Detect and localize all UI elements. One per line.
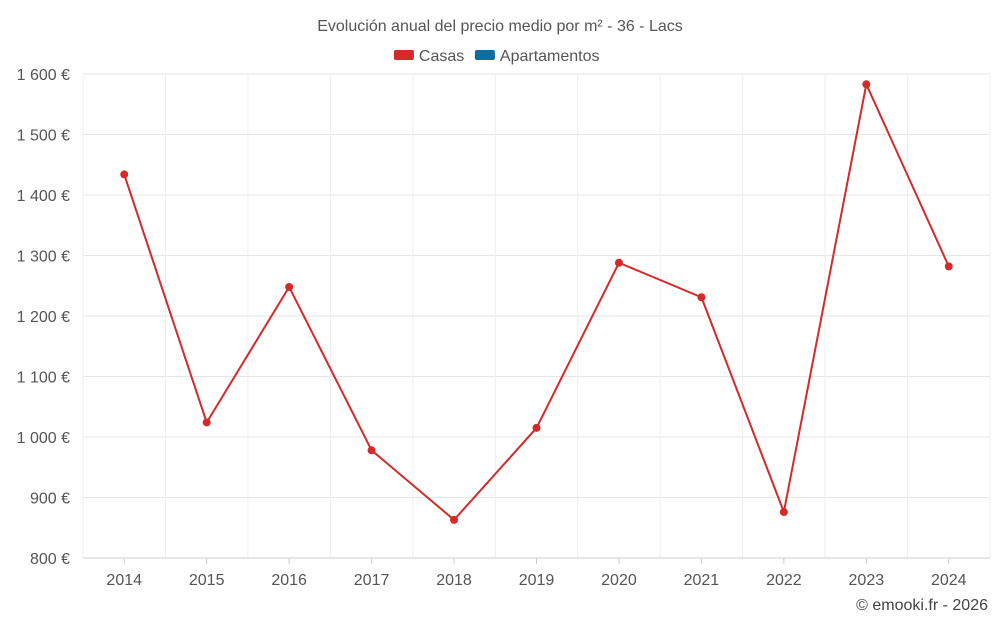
chart-title: Evolución anual del precio medio por m² … [317,18,683,35]
legend-label: Apartamentos [500,48,600,65]
data-point[interactable] [202,418,211,427]
y-tick-label: 1 300 € [17,249,70,266]
legend-item-casas[interactable]: Casas [393,48,464,65]
x-tick-label: 2020 [601,572,637,589]
x-tick-label: 2023 [849,572,885,589]
data-point[interactable] [367,446,376,455]
y-tick-label: 1 100 € [17,370,70,387]
data-point[interactable] [120,170,129,179]
data-point[interactable] [944,262,953,271]
grid-lines [82,73,991,559]
data-point[interactable] [779,508,788,517]
x-tick-label: 2021 [684,572,720,589]
legend: Casas Apartamentos [393,48,600,65]
y-tick-label: 1 600 € [17,67,70,84]
x-tick-label: 2022 [766,572,802,589]
credit-text: © emooki.fr - 2026 [856,597,988,614]
x-tick-label: 2019 [519,572,555,589]
data-point[interactable] [697,293,706,302]
data-point[interactable] [450,515,459,524]
x-tick-label: 2014 [106,572,142,589]
x-tick-label: 2018 [436,572,472,589]
data-point[interactable] [614,258,623,267]
legend-swatch [474,50,495,60]
axes: 800 € 900 € 1 000 € 1 100 € 1 200 € 1 300 € 1 … [17,67,990,589]
x-tick-label: 2015 [189,572,225,589]
y-tick-label: 900 € [30,491,70,508]
x-tick-label: 2016 [271,572,307,589]
y-tick-label: 1 000 € [17,430,70,447]
y-tick-label: 800 € [30,551,70,568]
y-tick-label: 1 500 € [17,128,70,145]
legend-swatch [393,50,414,60]
y-tick-label: 1 200 € [17,309,70,326]
y-tick-label: 1 400 € [17,188,70,205]
data-point[interactable] [285,282,294,291]
legend-item-apartamentos[interactable]: Apartamentos [474,48,600,65]
legend-label: Casas [419,48,464,65]
x-tick-label: 2017 [354,572,390,589]
plot-area [120,80,953,524]
data-point[interactable] [532,423,541,432]
data-point[interactable] [862,80,871,89]
x-tick-label: 2024 [931,572,967,589]
